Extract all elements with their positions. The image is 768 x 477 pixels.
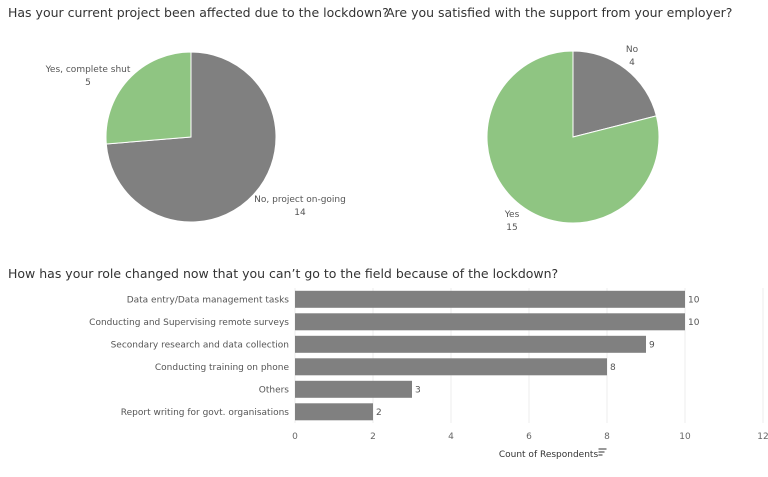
bar-0 — [295, 290, 685, 308]
bar-xtick-label-1: 2 — [370, 432, 376, 442]
bar-xtick-label-3: 6 — [526, 432, 532, 442]
bar-title: How has your role changed now that you c… — [8, 266, 559, 281]
bar-4 — [295, 380, 412, 398]
pie1-title: Has your current project been affected d… — [8, 5, 389, 20]
bar-5 — [295, 403, 373, 421]
bar-category-label-0: Data entry/Data management tasks — [127, 295, 290, 305]
bar-xtick-label-6: 12 — [757, 432, 768, 442]
pie1-slice-label-0: No, project on-going — [254, 195, 346, 205]
pie2-slice-label-1: Yes — [504, 210, 520, 220]
bar-xtick-label-4: 8 — [604, 432, 610, 442]
bar-category-label-5: Report writing for govt. organisations — [121, 408, 290, 418]
pie1-slice-1 — [105, 51, 192, 145]
bar-2 — [295, 335, 646, 353]
bar-3 — [295, 358, 607, 376]
bar-1 — [295, 313, 685, 331]
bar-value-label-2: 9 — [649, 340, 655, 350]
bar-value-label-1: 10 — [688, 318, 700, 328]
bar-value-label-3: 8 — [610, 363, 616, 373]
bar-xtick-label-2: 4 — [448, 432, 454, 442]
bar-category-label-4: Others — [259, 385, 290, 395]
bar-value-label-5: 2 — [376, 408, 382, 418]
pie1-slice-value-1: 5 — [85, 78, 91, 88]
bar-xaxis-title: Count of Respondents — [499, 450, 599, 460]
bar-xtick-label-5: 10 — [679, 432, 691, 442]
bar-value-label-0: 10 — [688, 295, 700, 305]
pie2-title: Are you satisfied with the support from … — [386, 5, 733, 20]
bar-category-label-3: Conducting training on phone — [155, 363, 290, 373]
pie2-slice-label-0: No — [626, 45, 639, 55]
bar-xtick-label-0: 0 — [292, 432, 298, 442]
bar-category-label-1: Conducting and Supervising remote survey… — [89, 318, 289, 328]
pie2-slice-value-0: 4 — [629, 58, 635, 68]
pie2-slice-0 — [572, 50, 657, 138]
pie2-slice-1 — [486, 50, 660, 224]
bar-value-label-4: 3 — [415, 385, 421, 395]
pie1-slice-label-1: Yes, complete shut — [45, 65, 131, 75]
pie2-slice-value-1: 15 — [506, 223, 517, 233]
pie1-slice-value-0: 14 — [294, 208, 306, 218]
bar-category-label-2: Secondary research and data collection — [111, 340, 289, 350]
